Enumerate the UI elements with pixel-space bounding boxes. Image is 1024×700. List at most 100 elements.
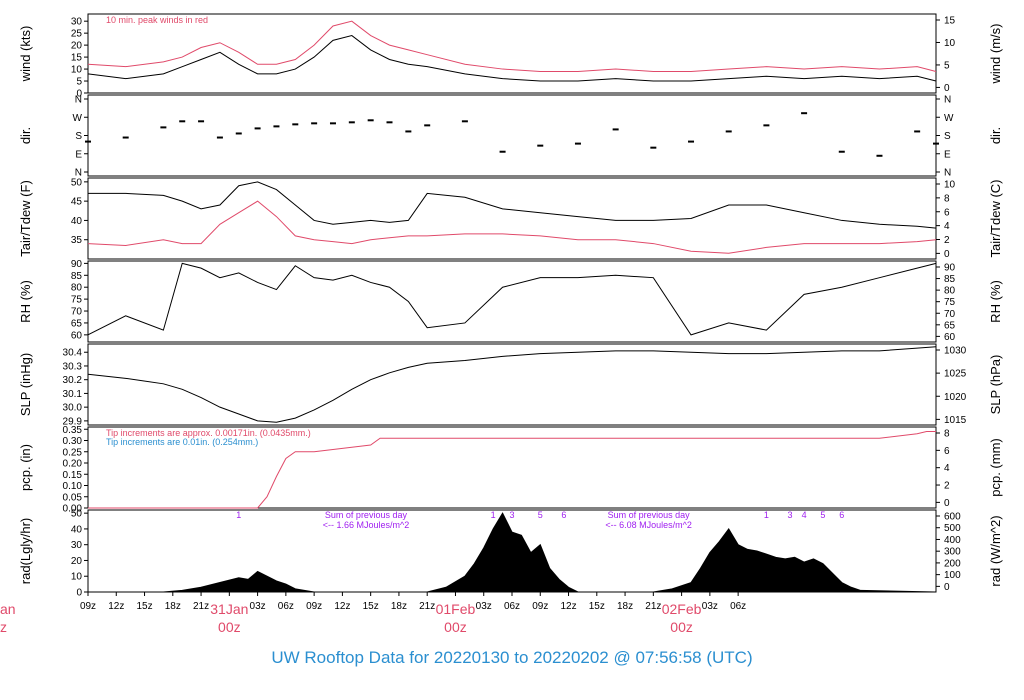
- hour-mark: 1: [491, 510, 496, 520]
- left-tick-label: 70: [71, 307, 83, 318]
- left-tick-label: 20: [71, 41, 83, 52]
- left-tick-label: 10: [71, 572, 83, 583]
- series-line-wind: [87, 35, 937, 82]
- panel-5: 0.000.050.100.150.200.250.300.35 0 2 4 6 8 pcp…: [18, 425, 1003, 515]
- right-tick-label: 70: [944, 309, 956, 320]
- right-tick-label: 4: [944, 463, 950, 474]
- left-tick-label: 30: [71, 540, 83, 551]
- left-tick-label: 30.1: [63, 389, 83, 400]
- left-tick-label: 0.20: [63, 459, 83, 470]
- panel-frame: [87, 260, 937, 343]
- left-tick-label: 90: [71, 259, 83, 270]
- x-tick-label: 06z: [278, 601, 294, 612]
- left-tick-label: 30.2: [63, 375, 83, 386]
- x-tick-label: 09z: [532, 601, 548, 612]
- series-line-Tair: [88, 181, 937, 229]
- x-tick-label: 06z: [504, 601, 520, 612]
- x-tick-label: 12z: [334, 601, 350, 612]
- right-tick-label: 1020: [944, 392, 967, 403]
- day-label: 01Feb: [436, 601, 476, 617]
- right-tick-label: 65: [944, 320, 956, 331]
- left-tick-label: W: [73, 113, 83, 124]
- y-axis-label: wind (kts): [18, 26, 33, 83]
- panel-frame: [87, 343, 937, 426]
- x-tick-label: 21z: [193, 601, 209, 612]
- hour-mark: 3: [787, 510, 792, 520]
- left-tick-label: 5: [76, 77, 82, 88]
- tip-note-blue: Tip increments are 0.01in. (0.254mm.): [106, 437, 258, 447]
- right-tick-label: 6: [944, 446, 950, 457]
- left-tick-label: 30.4: [63, 348, 83, 359]
- right-tick-label: 2: [944, 481, 950, 492]
- left-tick-label: 85: [71, 271, 83, 282]
- x-tick-label: 03z: [250, 601, 266, 612]
- y-axis-label: SLP (inHg): [18, 353, 33, 416]
- left-tick-label: 0: [76, 588, 82, 599]
- left-tick-label: 30: [71, 17, 83, 28]
- x-tick-label: 21z: [645, 601, 661, 612]
- x-tick-label: 15z: [363, 601, 379, 612]
- left-tick-label: 29.9: [63, 416, 83, 427]
- hour-mark: 6: [839, 510, 844, 520]
- series-line-pcp: [88, 431, 936, 509]
- right-tick-label: N: [944, 168, 951, 179]
- day-label-sub: 00z: [444, 619, 467, 635]
- right-tick-label: 300: [944, 547, 961, 558]
- series-line-peak: [87, 20, 937, 72]
- right-tick-label: 0: [944, 582, 950, 593]
- right-tick-label: 0: [944, 249, 950, 260]
- hour-mark: 3: [509, 510, 514, 520]
- y-axis-label: rad(Lgly/hr): [18, 518, 33, 584]
- right-tick-label: 10: [944, 38, 956, 49]
- right-tick-label: 10: [944, 180, 956, 191]
- radiation-sum-note: Sum of previous day: [325, 510, 408, 520]
- x-tick-label: 06z: [730, 601, 746, 612]
- y-axis-label: dir.: [18, 127, 33, 144]
- hour-mark: 1: [764, 510, 769, 520]
- day-label: 31Jan: [210, 601, 248, 617]
- y-axis-label-right: dir.: [988, 127, 1003, 144]
- left-tick-label: 15: [71, 53, 83, 64]
- x-tick-label: 15z: [136, 601, 152, 612]
- left-tick-label: 50: [71, 509, 83, 520]
- left-tick-label: 0.05: [63, 492, 83, 503]
- left-tick-label: E: [75, 149, 82, 160]
- x-tick-label: 18z: [617, 601, 633, 612]
- hour-mark: 5: [538, 510, 543, 520]
- x-tick-label: 12z: [108, 601, 124, 612]
- right-tick-label: 5: [944, 60, 950, 71]
- right-tick-label: 2: [944, 235, 950, 246]
- right-tick-label: 1030: [944, 346, 967, 357]
- panel-annotation: 10 min. peak winds in red: [106, 15, 208, 25]
- right-tick-label: 200: [944, 558, 961, 569]
- left-tick-label: 65: [71, 318, 83, 329]
- x-tick-label: 18z: [391, 601, 407, 612]
- left-tick-label: 0.00: [63, 504, 83, 515]
- left-tick-label: 75: [71, 295, 83, 306]
- y-axis-label-right: Tair/Tdew (C): [988, 179, 1003, 257]
- right-tick-label: 100: [944, 570, 961, 581]
- day-label-sub: 00z: [670, 619, 693, 635]
- tip-note-red: Tip increments are approx. 0.00171in. (0…: [106, 428, 311, 438]
- right-tick-label: 8: [944, 429, 950, 440]
- y-axis-label-right: rad (W/m^2): [988, 515, 1003, 586]
- left-tick-label: 20: [71, 556, 83, 567]
- radiation-sum-note: <-- 6.08 MJoules/m^2: [605, 520, 692, 530]
- y-axis-label: RH (%): [18, 280, 33, 323]
- right-tick-label: 75: [944, 297, 956, 308]
- right-tick-label: S: [944, 131, 951, 142]
- panel-2: 35 40 45 50 0 2 4 6 8 10 Tair/Tdew (F) Tair/Tdew (C…: [18, 177, 1003, 260]
- right-tick-label: 80: [944, 286, 956, 297]
- left-tick-label: 40: [71, 524, 83, 535]
- left-tick-label: 30.3: [63, 361, 83, 372]
- right-tick-label: 6: [944, 207, 950, 218]
- left-tick-label: 45: [71, 197, 83, 208]
- left-tick-label: N: [75, 95, 82, 106]
- left-tick-label: S: [75, 131, 82, 142]
- series-line-Tdew: [87, 200, 937, 254]
- y-axis-label-right: RH (%): [988, 280, 1003, 323]
- y-axis-label: Tair/Tdew (F): [18, 180, 33, 257]
